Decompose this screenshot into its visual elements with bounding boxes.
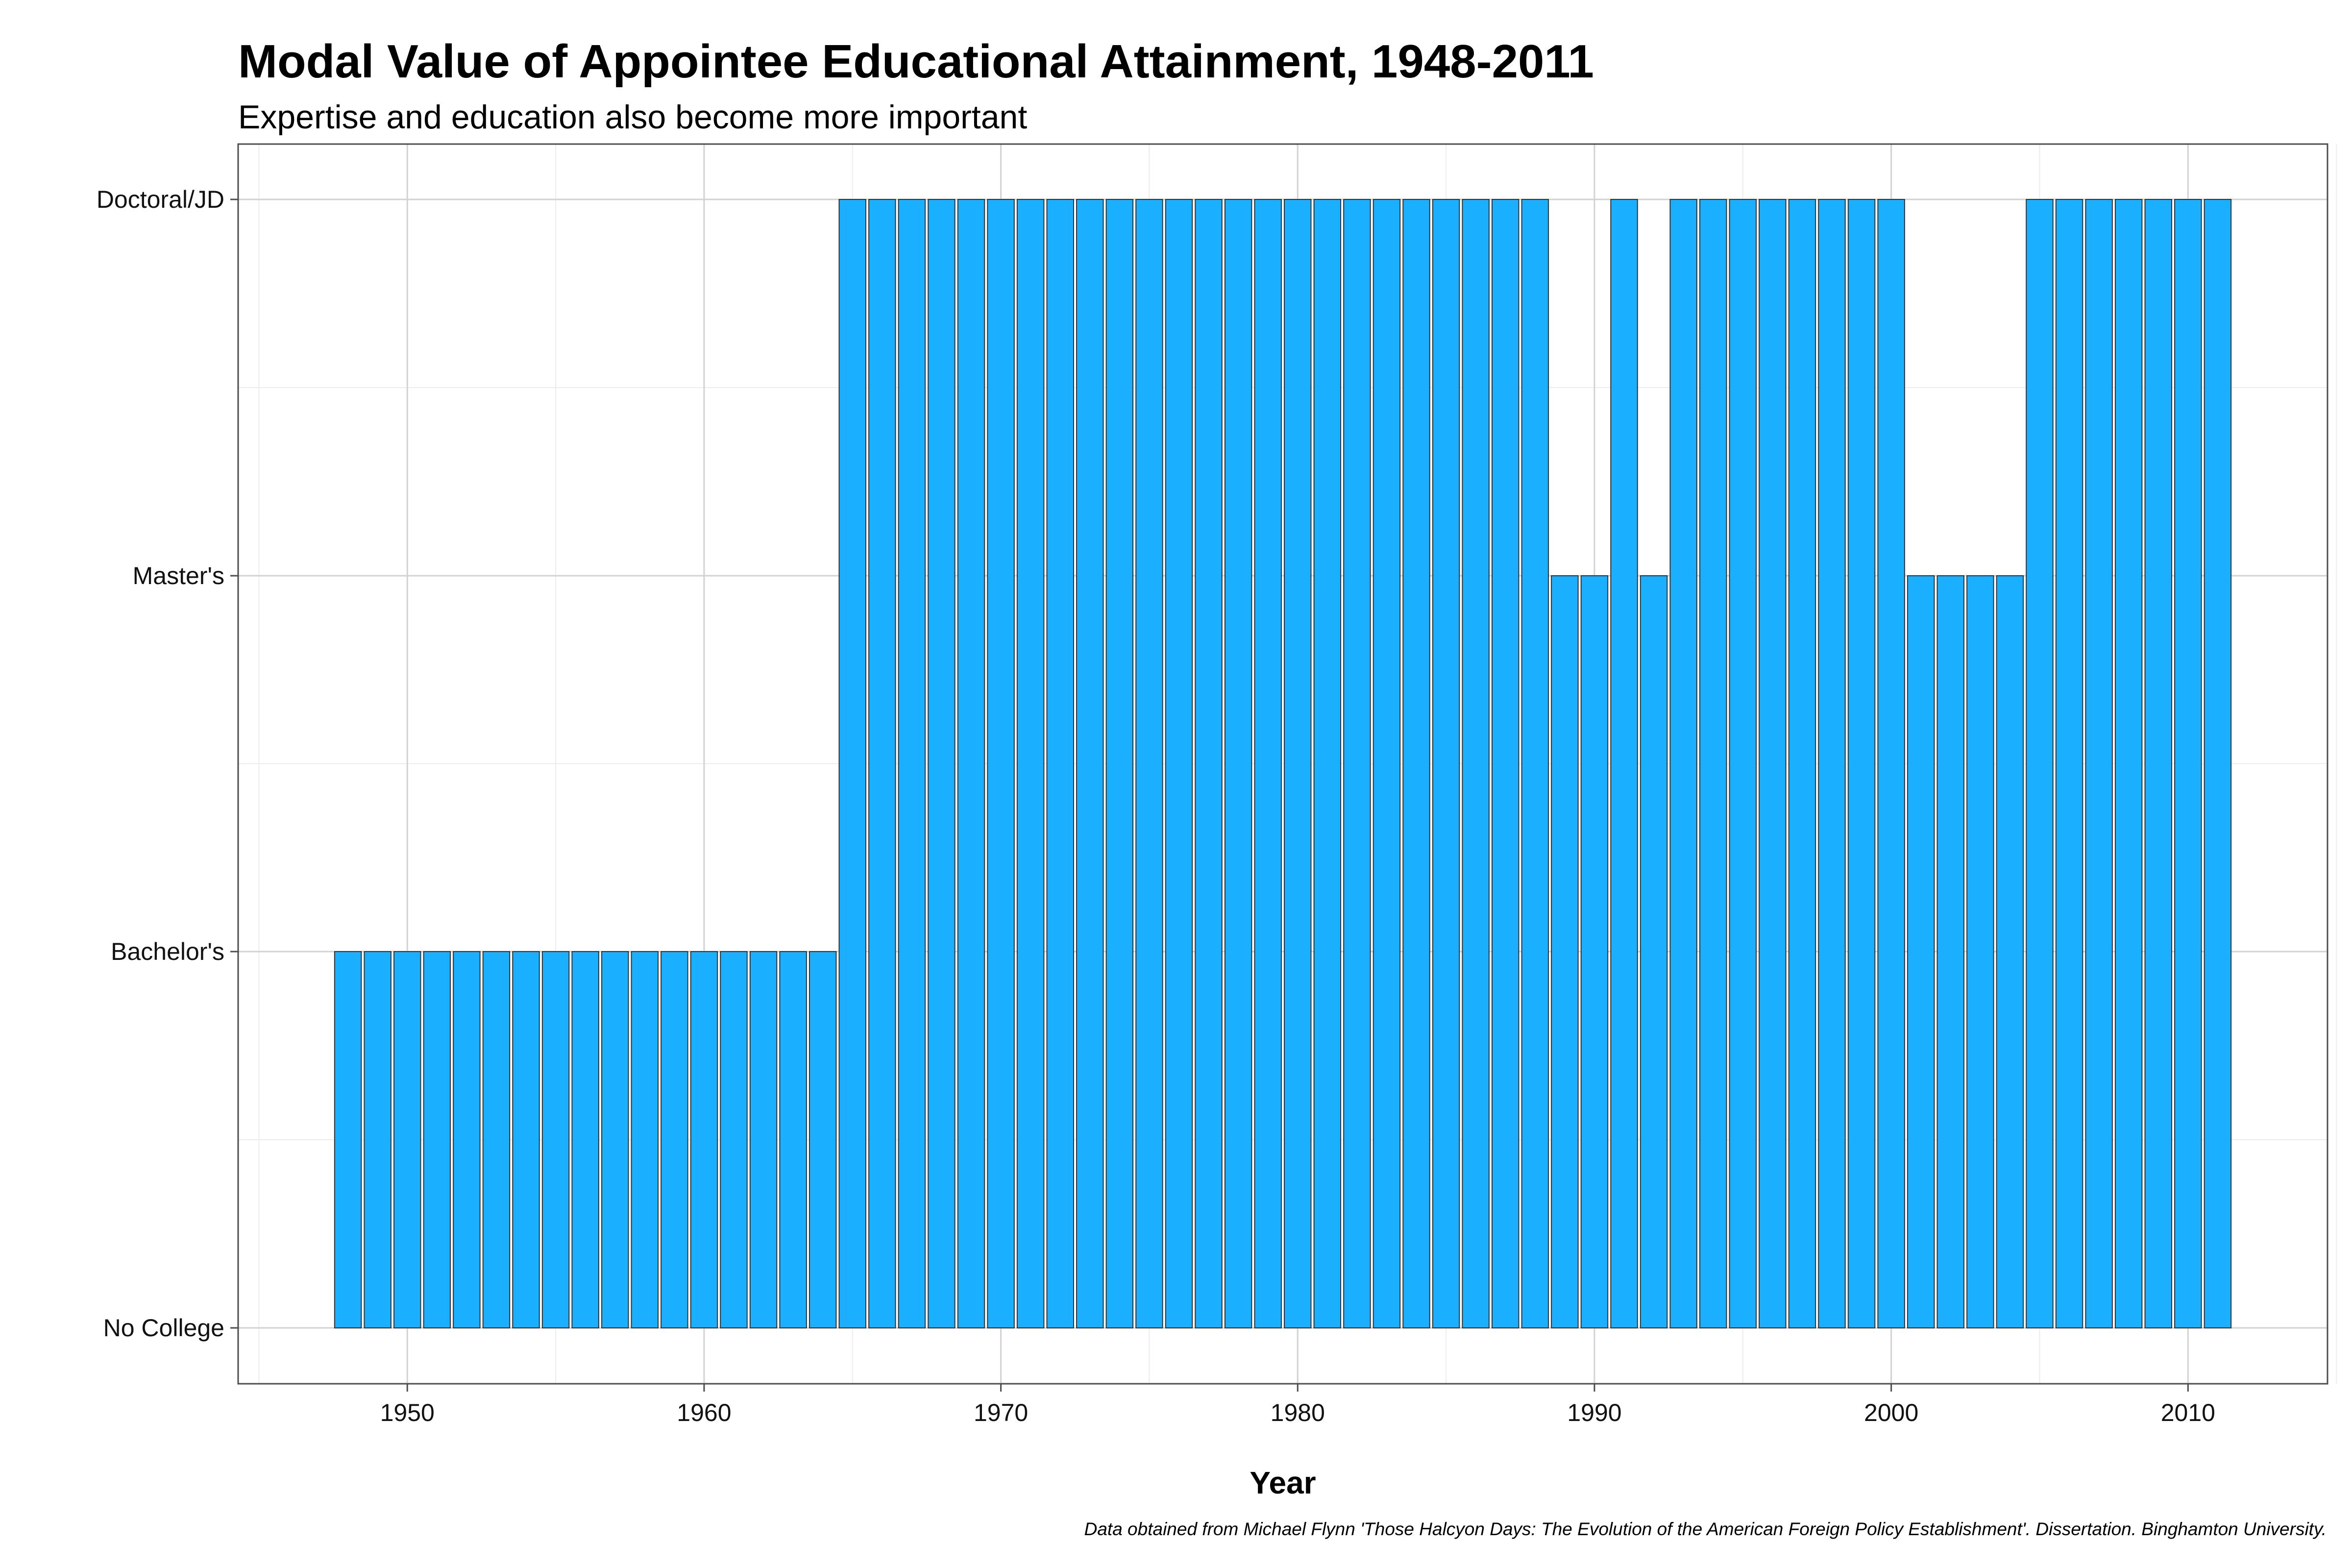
bar <box>1313 199 1342 1328</box>
y-tick-label: Master's <box>133 562 224 589</box>
bar <box>2174 199 2202 1328</box>
bar <box>1046 199 1074 1328</box>
bar <box>2055 199 2083 1328</box>
bar <box>1996 575 2024 1328</box>
bar <box>1907 575 1935 1328</box>
bar <box>2085 199 2113 1328</box>
chart-title: Modal Value of Appointee Educational Att… <box>238 35 1594 88</box>
bar <box>1224 199 1252 1328</box>
bar <box>1877 199 1905 1328</box>
x-tick-label: 1990 <box>1567 1399 1621 1426</box>
bar <box>1462 199 1490 1328</box>
bar <box>1640 575 1668 1328</box>
bar <box>1610 199 1638 1328</box>
bar <box>2204 199 2232 1328</box>
bar <box>1699 199 1727 1328</box>
bar <box>1847 199 1876 1328</box>
bar <box>364 951 392 1328</box>
bar <box>1818 199 1846 1328</box>
x-tick-label: 2010 <box>2161 1399 2215 1426</box>
bar <box>779 951 807 1328</box>
y-axis: No College Bachelor's Master's Doctoral/JD <box>97 186 238 1342</box>
bar <box>393 951 421 1328</box>
bar <box>2026 199 2054 1328</box>
bar <box>690 951 718 1328</box>
bar <box>808 951 837 1328</box>
bar <box>928 199 956 1328</box>
bar <box>1372 199 1401 1328</box>
bar <box>987 199 1015 1328</box>
bar <box>868 199 896 1328</box>
chart-caption: Data obtained from Michael Flynn 'Those … <box>1084 1519 2327 1539</box>
bar <box>957 199 985 1328</box>
bar <box>571 951 599 1328</box>
y-tick-label: Bachelor's <box>111 938 224 965</box>
bar <box>2144 199 2173 1328</box>
x-tick-label: 1980 <box>1271 1399 1325 1426</box>
bar <box>1165 199 1193 1328</box>
bar <box>541 951 570 1328</box>
bar <box>749 951 778 1328</box>
x-tick-label: 1950 <box>380 1399 435 1426</box>
bar <box>1521 199 1549 1328</box>
bars <box>334 199 2232 1328</box>
bar <box>423 951 451 1328</box>
bar <box>1016 199 1045 1328</box>
bar <box>1966 575 1994 1328</box>
bar <box>1105 199 1134 1328</box>
x-tick-label: 1970 <box>974 1399 1028 1426</box>
plot-panel-border <box>237 143 2328 1385</box>
chart-subtitle: Expertise and education also become more… <box>238 98 1027 136</box>
bar <box>1135 199 1163 1328</box>
bar <box>661 951 688 1328</box>
bar <box>1759 199 1787 1328</box>
bar <box>898 199 926 1328</box>
bar <box>1195 199 1223 1328</box>
bar <box>453 951 481 1328</box>
bar <box>1729 199 1757 1328</box>
bar <box>601 951 629 1328</box>
bar <box>1936 575 1965 1328</box>
bar <box>1402 199 1430 1328</box>
bar <box>1580 575 1609 1328</box>
x-axis: 1950 1960 1970 1980 1990 2000 2010 <box>380 1384 2215 1426</box>
bar <box>1254 199 1282 1328</box>
y-tick-label: Doctoral/JD <box>97 186 224 213</box>
bar <box>1432 199 1460 1328</box>
bar <box>838 199 867 1328</box>
x-tick-label: 1960 <box>677 1399 731 1426</box>
bar <box>482 951 511 1328</box>
bar <box>1669 199 1697 1328</box>
x-tick-label: 2000 <box>1864 1399 1918 1426</box>
x-axis-title: Year <box>1250 1465 1316 1500</box>
bar <box>2114 199 2143 1328</box>
bar <box>1284 199 1312 1328</box>
bar <box>631 951 659 1328</box>
bar <box>1492 199 1519 1328</box>
bar <box>1788 199 1816 1328</box>
bar <box>334 951 362 1328</box>
bar <box>1551 575 1579 1328</box>
bar <box>720 951 748 1328</box>
bar <box>512 951 540 1328</box>
bar <box>1343 199 1371 1328</box>
bar <box>1076 199 1104 1328</box>
y-tick-label: No College <box>103 1314 224 1342</box>
